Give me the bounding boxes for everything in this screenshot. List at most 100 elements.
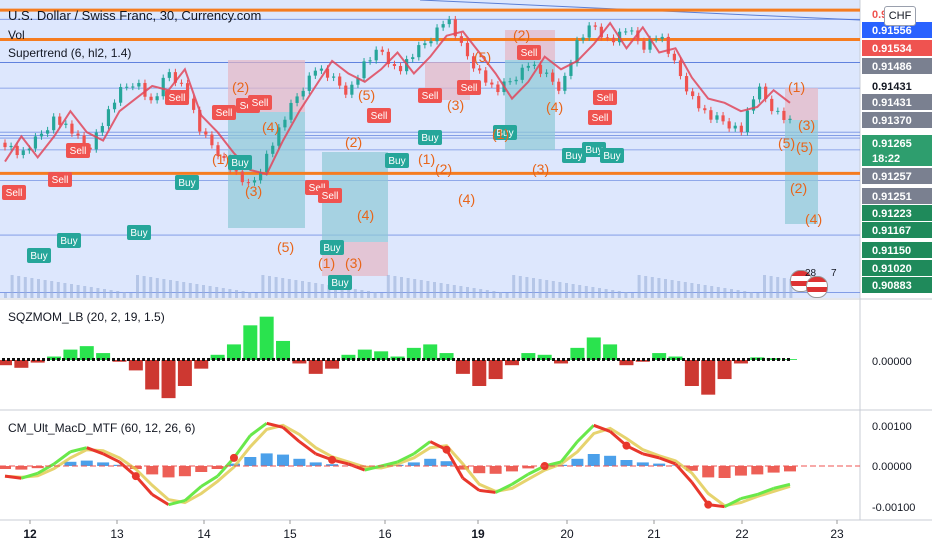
candle-body	[374, 49, 378, 61]
sqz-dot	[302, 358, 305, 361]
candle-body	[757, 86, 762, 100]
sqz-dot	[77, 358, 80, 361]
wave-label: (1)	[318, 255, 335, 271]
time-axis-label: 23	[830, 527, 844, 541]
sqz-dot	[252, 358, 255, 361]
sqz-dot	[502, 358, 505, 361]
price-axis-label: 0.91150	[872, 245, 911, 257]
volume-bar	[202, 285, 205, 298]
sqz-dot	[677, 358, 680, 361]
sqz-bar	[210, 354, 225, 360]
price-axis-tag	[862, 150, 932, 166]
volume-bar	[644, 276, 648, 298]
sqz-dot	[357, 358, 360, 361]
candle-body	[362, 61, 366, 79]
sell-signal-tag	[367, 108, 391, 123]
macd-histogram-bar	[456, 466, 469, 470]
buy-signal-label: Buy	[585, 145, 602, 156]
sqz-bar	[276, 340, 291, 360]
sqz-dot	[592, 358, 595, 361]
macd-line-segment	[773, 482, 791, 490]
candle-body	[532, 64, 537, 66]
volume-bar	[274, 277, 278, 298]
volume-bar	[235, 290, 238, 298]
events-count-a: 28	[805, 268, 817, 279]
price-axis-tag	[862, 242, 932, 258]
macd-axis-label: 0.00100	[872, 421, 912, 433]
sqz-dot	[747, 358, 750, 361]
sqz-dot	[247, 358, 250, 361]
wave-label: (1)	[212, 151, 229, 167]
sqz-dot	[192, 358, 195, 361]
supertrend-indicator-label[interactable]: Supertrend (6, hl2, 1.4)	[8, 46, 132, 60]
macd-line-segment	[576, 424, 595, 443]
volume-bar	[664, 279, 667, 298]
sqz-dot	[507, 358, 510, 361]
candle-body	[3, 142, 7, 148]
sqz-dot	[537, 358, 540, 361]
volume-bar	[677, 281, 681, 298]
volume-bar	[136, 275, 139, 298]
macd-line-segment	[462, 477, 481, 492]
sell-signal-label: Sell	[371, 111, 388, 122]
currency-badge[interactable]: CHF	[884, 6, 916, 26]
candle-body	[630, 30, 634, 32]
macd-histogram-bar	[277, 454, 290, 466]
sqz-dot	[272, 358, 275, 361]
supertrend-line	[4, 21, 791, 176]
swiss-flag-icon[interactable]	[806, 276, 828, 298]
candle-body	[703, 108, 707, 111]
volume-bar	[756, 293, 760, 298]
sqzmom-indicator-label[interactable]: SQZMOM_LB (20, 2, 19, 1.5)	[8, 310, 165, 324]
wave-label: (3)	[345, 255, 362, 271]
macd-histogram-bar	[326, 464, 339, 466]
macd-line-segment	[266, 421, 284, 429]
volume-bar	[419, 280, 423, 298]
macd-line-segment	[134, 475, 154, 496]
vol-indicator-label[interactable]: Vol	[8, 28, 25, 42]
sell-signal-tag	[66, 143, 90, 158]
wave-label: (5)	[358, 87, 375, 103]
buy-signal-tag	[27, 248, 51, 263]
price-axis-tag	[862, 94, 932, 110]
candle-body	[441, 24, 445, 28]
price-axis-label: 0.91257	[872, 171, 912, 183]
volume-bar	[340, 287, 344, 298]
sqz-dot	[642, 358, 645, 361]
candle-body	[745, 110, 750, 133]
sqz-bar	[668, 356, 683, 360]
volume-bar	[723, 288, 727, 298]
macd-histogram-bar	[146, 466, 159, 475]
macd-line-segment	[70, 446, 88, 454]
macd-line-segment	[102, 452, 121, 464]
sqz-dot	[602, 358, 605, 361]
volume-bar	[565, 283, 568, 298]
volume-bar	[525, 277, 529, 298]
sqz-bar	[619, 360, 634, 366]
price-axis-tag	[862, 112, 932, 128]
sqz-dot	[452, 358, 455, 361]
candle-body	[192, 98, 196, 110]
time-axis-label: 21	[647, 527, 661, 541]
price-axis-label: 0.91370	[872, 115, 912, 127]
sqz-dot	[522, 358, 525, 361]
candle-body	[575, 40, 579, 64]
volume-bar	[353, 289, 357, 298]
macd-line-segment	[36, 462, 55, 475]
sqz-dot	[417, 358, 420, 361]
macd-histogram-bar	[309, 462, 322, 466]
macd-line-segment	[723, 497, 742, 509]
macd-histogram-bar	[244, 457, 257, 466]
sqz-dot	[132, 358, 135, 361]
sqz-bar	[684, 360, 699, 386]
candle-body	[691, 91, 695, 97]
sqz-dot	[637, 358, 640, 361]
candle-body	[508, 81, 512, 83]
macd-line-segment	[4, 474, 22, 480]
macd-indicator-label[interactable]: CM_Ult_MacD_MTF (60, 12, 26, 6)	[8, 421, 196, 435]
sqz-bar	[554, 360, 569, 364]
sqz-dot	[377, 358, 380, 361]
sqz-bar	[472, 360, 487, 386]
candle-body	[350, 84, 354, 95]
